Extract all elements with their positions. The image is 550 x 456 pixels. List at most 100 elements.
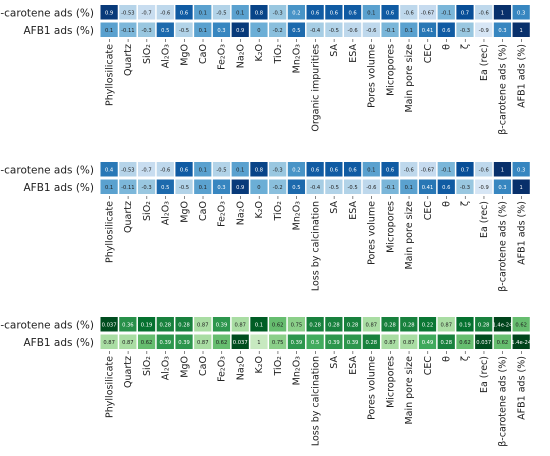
cell-value-label: 0.6 (348, 167, 356, 173)
cell-value-label: 1 (520, 185, 523, 191)
column-label: CEC (423, 44, 434, 64)
cell-value-label: 0.49 (422, 340, 434, 346)
cell-value-label: -0.11 (121, 185, 134, 191)
heatmap-cell (306, 334, 324, 349)
heatmap-cell (362, 317, 380, 332)
cell-value-label: -0.6 (160, 10, 170, 16)
cell-value-label: 0.28 (178, 322, 190, 328)
cell-value-label: 0.87 (234, 322, 246, 328)
heatmap-cell (194, 5, 212, 20)
heatmap-cell (137, 317, 156, 332)
cell-value-label: -0.5 (179, 185, 189, 191)
cell-value-label: 0.1 (367, 167, 375, 173)
heatmap-cell (287, 179, 306, 194)
heatmap-cell (137, 179, 156, 194)
column-label: Mn₂O₃ (292, 201, 303, 231)
cell-value-label: 0.39 (178, 340, 190, 346)
column-label: ESA (348, 201, 359, 220)
heatmap-cell (475, 179, 493, 194)
heatmap-cell (269, 162, 287, 177)
cell-value-label: 0.8 (255, 167, 263, 173)
cell-value-label: -0.53 (121, 10, 134, 16)
heatmap-cell (437, 5, 455, 20)
cell-value-label: -0.3 (273, 167, 283, 173)
cell-value-label: -0.3 (460, 185, 470, 191)
heatmap-cell (231, 162, 249, 177)
column-label: Micropores (385, 201, 396, 253)
cell-value-label: 0.39 (216, 322, 228, 328)
heatmap-cell (175, 162, 193, 177)
heatmap-cell (512, 162, 530, 177)
heatmap-cell (250, 179, 268, 194)
cell-value-label: 0.28 (160, 322, 172, 328)
cell-value-label: 0.87 (122, 340, 134, 346)
cell-value-label: 0.87 (403, 340, 415, 346)
cell-value-label: 0.1 (105, 185, 113, 191)
heatmap-cell (493, 179, 512, 194)
row-label: AFB1 ads (%) (23, 337, 94, 349)
heatmap-cell (231, 22, 249, 37)
cell-value-label: -0.5 (216, 10, 226, 16)
column-label: CaO (198, 44, 209, 64)
heatmap-cell (194, 162, 212, 177)
column-label: β-carotene ads (%) (498, 356, 509, 447)
row-label: β-carotene ads (%) (0, 319, 94, 331)
heatmap-cell (456, 162, 474, 177)
cell-value-label: -0.11 (121, 28, 134, 34)
column-label: ζ (460, 356, 471, 361)
heatmap-cell (137, 5, 156, 20)
column-label: β-carotene ads (%) (498, 201, 509, 292)
cell-value-label: 0 (257, 185, 260, 191)
heatmap-cell (137, 162, 156, 177)
heatmap-cell (100, 317, 118, 332)
cell-value-label: 0.62 (272, 322, 284, 328)
cell-value-label: -0.3 (142, 28, 152, 34)
heatmap-cell (456, 334, 474, 349)
heatmap-cell (437, 334, 455, 349)
cell-value-label: 0.28 (366, 340, 378, 346)
heatmap-cell (325, 22, 343, 37)
heatmap-cell (212, 5, 231, 20)
heatmap-cell (250, 22, 268, 37)
heatmap-cell (175, 5, 193, 20)
heatmap-cell (512, 22, 530, 37)
heatmap-cell (493, 22, 512, 37)
cell-value-label: 0.3 (498, 28, 506, 34)
column-label: CEC (423, 201, 434, 221)
heatmap-cell (231, 5, 249, 20)
heatmap-cell (287, 334, 306, 349)
heatmap-cell (512, 317, 530, 332)
cell-value-label: 0.4 (105, 167, 114, 173)
cell-value-label: 0.62 (515, 322, 527, 328)
heatmap-cell (175, 179, 193, 194)
column-label: K₂O (254, 44, 265, 62)
heatmap-cell (381, 22, 399, 37)
cell-value-label: -0.67 (421, 10, 434, 16)
cell-value-label: 0.5 (292, 185, 300, 191)
heatmap-cell (418, 334, 437, 349)
cell-value-label: 0.39 (347, 340, 359, 346)
heatmap-cell (512, 334, 530, 349)
cell-value-label: 0.037 (102, 322, 117, 328)
cell-value-label: -0.1 (385, 185, 395, 191)
cell-value-label: 0.87 (366, 322, 378, 328)
heatmap-cell (381, 334, 399, 349)
cell-value-label: -0.6 (404, 10, 414, 16)
heatmap-cell (287, 22, 306, 37)
heatmap-cell (119, 317, 137, 332)
cell-value-label: -0.7 (142, 167, 152, 173)
column-label: SiO₂ (142, 44, 153, 64)
heatmap-cell (512, 5, 530, 20)
heatmap-cell (400, 179, 418, 194)
cell-value-label: -0.9 (479, 185, 489, 191)
heatmap-cell (437, 162, 455, 177)
heatmap-cell (400, 162, 418, 177)
heatmap-cell (175, 334, 193, 349)
column-label: Phyllosilicate (104, 201, 115, 263)
cell-value-label: 0.5 (292, 28, 300, 34)
column-label: CEC (423, 356, 434, 376)
heatmap-cell (493, 5, 512, 20)
column-label: AFB1 ads (%) (516, 201, 527, 265)
cell-value-label: -0.3 (142, 185, 152, 191)
